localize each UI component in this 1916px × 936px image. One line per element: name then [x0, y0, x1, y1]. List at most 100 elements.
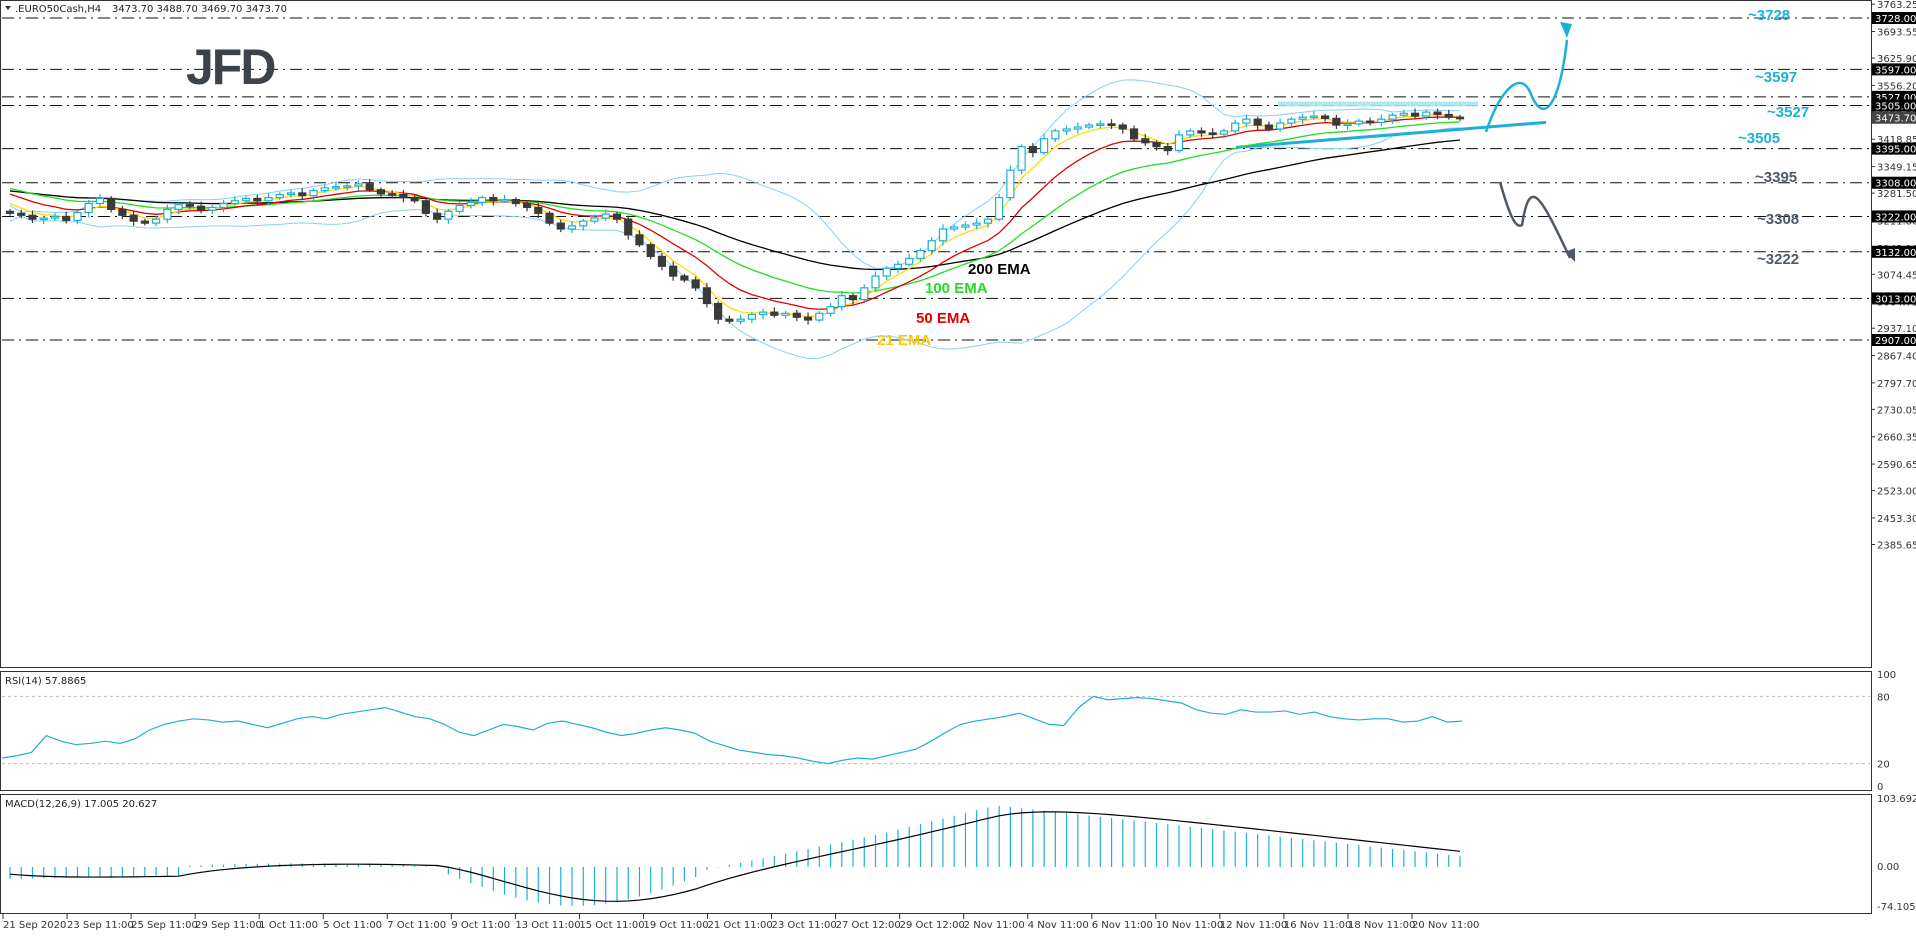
bull-candle	[163, 208, 172, 220]
bear-candle	[1455, 116, 1465, 120]
bear-candle	[522, 202, 532, 209]
bull-candle	[84, 202, 93, 214]
price-tick-label: 2797.70	[1877, 379, 1916, 390]
ema200-line	[9, 139, 1461, 271]
triangle-down-icon[interactable]	[5, 6, 11, 10]
bear-candle	[376, 189, 386, 195]
bull-candle	[601, 213, 610, 219]
bull-candle	[39, 217, 48, 221]
bull-candle	[590, 217, 599, 222]
bear-candle	[410, 197, 419, 202]
logo-text: JFD	[186, 39, 275, 95]
price-axis[interactable]: 3763.253693.553625.903556.203488.553418.…	[1871, 0, 1916, 551]
time-tick-label: 18 Nov 11:00	[1348, 920, 1415, 931]
time-tick-label: 12 Nov 11:00	[1220, 920, 1287, 931]
bull-candle	[972, 222, 981, 226]
ema50-line	[9, 116, 1461, 310]
time-tick-label: 7 Oct 11:00	[387, 920, 446, 931]
level-tag-label: 3597.00	[1875, 65, 1916, 76]
price-tick-label: 3074.45	[1877, 270, 1916, 281]
bull-candle	[860, 287, 869, 301]
level-tag-label: 2907.00	[1875, 336, 1916, 347]
price-tick-label: 3763.25	[1877, 0, 1916, 11]
bull-candle	[1062, 128, 1071, 132]
bull-candle	[781, 312, 790, 316]
level-tag-label: 3395.00	[1875, 145, 1916, 156]
macd-signal-line	[9, 811, 1461, 902]
bear-candle	[770, 311, 779, 316]
bear-candle	[118, 208, 127, 216]
bull-candle	[961, 224, 970, 228]
bull-candle	[826, 306, 835, 314]
bull-candle	[208, 206, 217, 211]
level-label-down: ~3308	[1757, 211, 1799, 228]
bull-candle	[983, 218, 993, 224]
price-tick-label: 3418.85	[1877, 135, 1916, 146]
bear-candle	[421, 200, 430, 214]
bull-candle	[1073, 126, 1082, 130]
bull-candle	[1219, 130, 1229, 135]
price-tick-label: 2523.00	[1877, 487, 1916, 498]
bull-candle	[815, 312, 824, 321]
bear-candle	[1444, 113, 1453, 118]
bull-candle	[1084, 124, 1094, 128]
bollinger-bands	[9, 79, 1547, 359]
level-label-down: ~3222	[1757, 251, 1799, 268]
bear-candle	[1365, 120, 1375, 124]
macd-tick: 103.692	[1877, 794, 1916, 805]
bear-candle	[556, 222, 565, 230]
bear-candle	[1433, 111, 1442, 116]
bull-candle	[343, 185, 352, 188]
bear-candle	[1410, 112, 1420, 117]
bull-candle	[264, 197, 273, 202]
time-tick-label: 19 Oct 11:00	[643, 920, 708, 931]
bear-candle	[129, 214, 138, 222]
bull-candle	[1309, 115, 1318, 119]
bear-candle	[388, 193, 397, 196]
bull-candle	[1006, 169, 1015, 199]
bear-candle	[17, 212, 26, 216]
bull-candle	[1354, 120, 1363, 125]
macd-tick: -74.105	[1877, 902, 1916, 913]
bear-candle	[140, 220, 149, 224]
macd-pane[interactable]	[0, 794, 1872, 914]
level-tag	[1872, 99, 1916, 112]
current-price-label: 3473.70	[1875, 114, 1916, 125]
price-tick-label: 2385.65	[1877, 540, 1916, 551]
level-label-up: ~3597	[1755, 69, 1797, 86]
bearish-scenario-arrow	[1498, 181, 1572, 259]
bull-candle	[1096, 123, 1105, 126]
scenario-arrows	[1484, 22, 1575, 262]
level-tag-label: 3132.00	[1875, 248, 1916, 259]
macd-tick: 0.00	[1877, 862, 1899, 873]
bull-candle	[1399, 112, 1408, 116]
bear-candle	[669, 265, 678, 277]
time-tick-label: 5 Oct 11:00	[323, 920, 382, 931]
ema-lines	[9, 114, 1461, 318]
bear-candle	[792, 312, 801, 318]
bull-candle	[736, 318, 745, 322]
bull-candle	[1242, 118, 1251, 124]
bull-candle	[1040, 138, 1049, 154]
bear-candle	[185, 204, 194, 207]
level-tag	[1872, 245, 1916, 258]
rsi-pane[interactable]	[0, 671, 1872, 791]
bull-candle	[927, 240, 936, 252]
bear-candle	[545, 212, 554, 224]
arrow-up-head	[1560, 22, 1572, 38]
time-tick-label: 15 Oct 11:00	[579, 920, 644, 931]
bear-candle	[624, 218, 633, 236]
bull-candle	[1174, 134, 1184, 152]
price-tick-label: 3281.50	[1877, 189, 1916, 200]
bear-candle	[62, 215, 71, 221]
price-tick-label: 3693.55	[1877, 28, 1916, 39]
current-price-tag	[1872, 111, 1916, 124]
ema-label: 21 EMA	[877, 332, 931, 349]
level-tag-label: 3728.00	[1875, 14, 1916, 25]
ema-label: 200 EMA	[968, 261, 1031, 278]
bull-candle	[354, 183, 363, 187]
main-pane[interactable]	[0, 0, 1872, 668]
rsi-tick: 0	[1877, 782, 1883, 793]
